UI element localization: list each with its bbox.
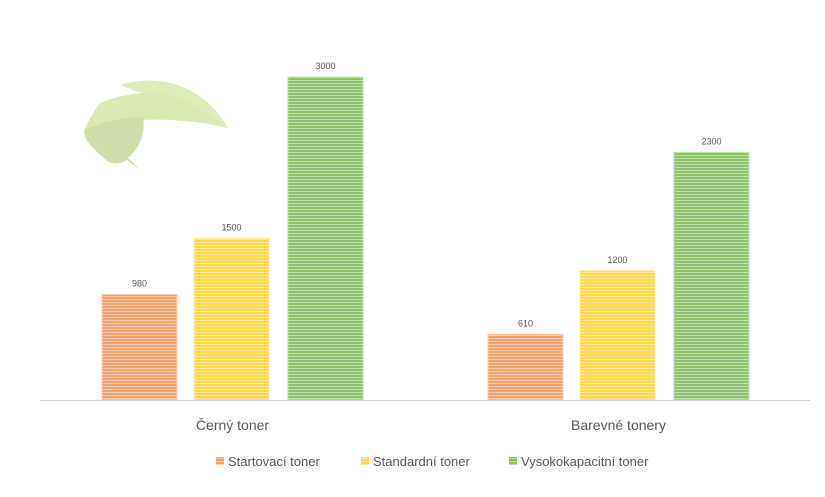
legend-label: Vysokokapacitní toner [521, 454, 649, 469]
leaf-logo [84, 80, 228, 170]
bar-0-2 [287, 76, 364, 401]
data-label: 2300 [701, 136, 721, 146]
bar-1-2 [673, 151, 750, 401]
legend-label: Startovací toner [228, 454, 320, 469]
legend-label: Standardní toner [373, 454, 471, 469]
leaf-curl [84, 117, 144, 170]
legend-swatch [216, 457, 224, 465]
data-label: 980 [132, 278, 147, 288]
bar-0-0 [101, 293, 178, 401]
legend-swatch [509, 457, 517, 465]
bar-0-1 [193, 238, 270, 401]
data-label: 610 [518, 318, 533, 328]
bar-1-0 [487, 333, 564, 401]
data-label: 1500 [221, 223, 241, 233]
category-label: Černý toner [196, 417, 269, 433]
legend-swatch [361, 457, 369, 465]
category-label: Barevné tonery [571, 417, 666, 433]
leaf-back [120, 80, 228, 128]
data-label: 1200 [607, 255, 627, 265]
bar-1-1 [579, 270, 656, 401]
data-label: 3000 [315, 61, 335, 71]
